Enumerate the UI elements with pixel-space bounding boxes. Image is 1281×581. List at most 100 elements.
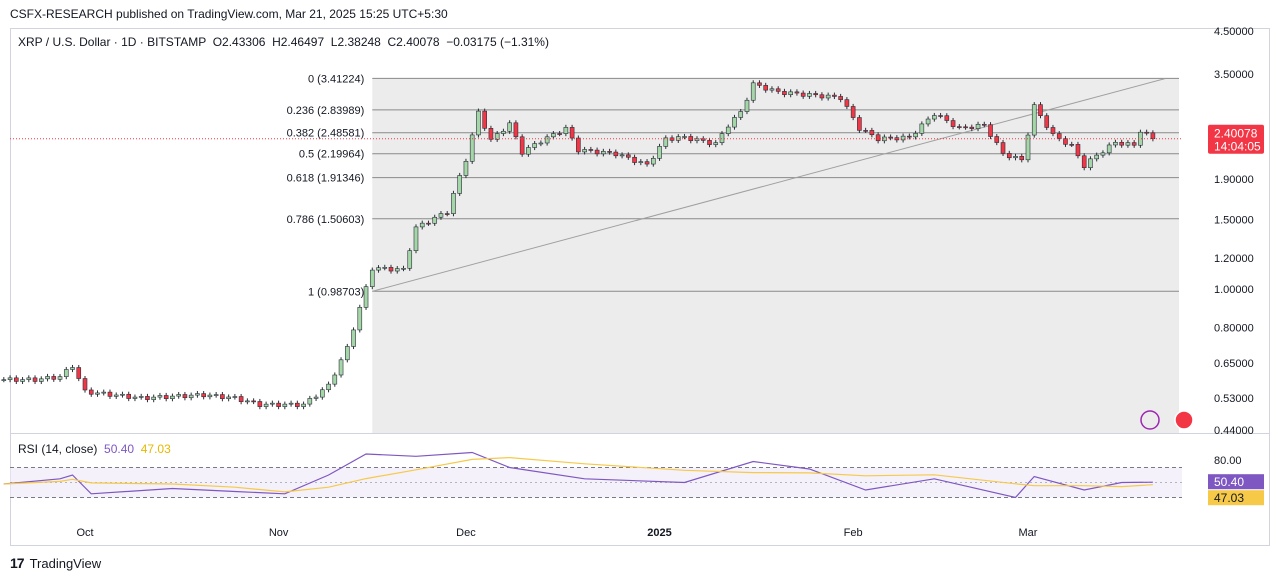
price-axis-tick: 1.20000 xyxy=(1214,253,1254,265)
rsi-legend-value: 50.40 xyxy=(104,442,135,456)
candle-up xyxy=(1031,104,1037,136)
candle-down xyxy=(707,140,712,145)
candle-up xyxy=(157,395,163,398)
candle-down xyxy=(782,91,787,95)
candle-down xyxy=(950,120,956,127)
candle-up xyxy=(113,394,119,397)
candle-up xyxy=(469,134,475,162)
candle-up xyxy=(925,118,931,125)
candle-down xyxy=(969,126,975,129)
candle-up xyxy=(419,222,425,228)
candle-up xyxy=(332,374,338,385)
candle-up xyxy=(407,250,413,269)
candle-down xyxy=(145,396,150,400)
candle-up xyxy=(38,378,44,382)
last-price-tag xyxy=(1208,124,1264,154)
candle-down xyxy=(794,91,800,94)
candle-up xyxy=(526,147,531,155)
candle-down xyxy=(988,124,993,137)
candle-up xyxy=(451,193,456,214)
candle-up xyxy=(369,269,375,287)
candle-up xyxy=(532,143,537,148)
candle-down xyxy=(1006,153,1012,159)
candle-up xyxy=(313,396,319,399)
candle-up xyxy=(301,403,306,407)
candle-down xyxy=(295,402,300,407)
candle-up xyxy=(282,403,288,407)
candle-down xyxy=(1069,144,1075,146)
candle-up xyxy=(919,123,925,134)
price-countdown: 14:04:05 xyxy=(1214,140,1261,154)
candle-down xyxy=(613,151,619,157)
candle-up xyxy=(344,346,350,361)
candle-down xyxy=(863,130,868,132)
candle-up xyxy=(744,99,750,112)
candle-down xyxy=(981,123,987,126)
candle-down xyxy=(594,149,600,155)
candle-up xyxy=(538,142,544,145)
candle-down xyxy=(14,377,19,382)
candle-down xyxy=(763,85,769,91)
candle-up xyxy=(288,402,294,405)
candle-down xyxy=(576,137,581,153)
candle-down xyxy=(519,136,525,155)
time-axis-tick: Nov xyxy=(269,527,289,539)
candle-up xyxy=(619,154,625,157)
flag-icon[interactable] xyxy=(1174,410,1194,430)
candle-up xyxy=(1100,152,1106,156)
time-axis-tick: Feb xyxy=(844,527,863,539)
candle-up xyxy=(563,127,569,134)
candle-up xyxy=(70,367,75,370)
candle-down xyxy=(482,110,487,129)
candle-down xyxy=(844,99,850,107)
candle-up xyxy=(638,161,644,163)
footer: 17 TradingView xyxy=(10,555,101,571)
candle-down xyxy=(832,94,837,97)
candle-down xyxy=(1150,132,1156,140)
candle-down xyxy=(76,367,82,379)
candle-up xyxy=(657,146,662,159)
sparkle-icon[interactable] xyxy=(1140,410,1160,430)
candle-down xyxy=(201,393,206,398)
fibonacci-level-label: 1 (0.98703) xyxy=(308,286,364,298)
candle-down xyxy=(444,213,450,215)
candle-down xyxy=(1019,156,1025,161)
candle-up xyxy=(195,393,200,396)
candle-down xyxy=(957,126,962,128)
candle-up xyxy=(582,149,587,153)
candle-up xyxy=(825,94,831,99)
last-price-value: 2.40078 xyxy=(1214,127,1258,141)
price-axis-tick: 0.65000 xyxy=(1214,358,1254,370)
candle-up xyxy=(476,110,481,136)
price-axis-tick: 0.80000 xyxy=(1214,322,1254,334)
candle-down xyxy=(607,151,612,153)
fibonacci-level-label: 0.786 (1.50603) xyxy=(287,214,365,226)
candle-up xyxy=(682,136,687,138)
candle-down xyxy=(1038,104,1043,116)
fibonacci-level-label: 0 (3.41224) xyxy=(308,73,364,85)
candle-down xyxy=(644,161,650,165)
pane-separator[interactable] xyxy=(10,433,1270,434)
candle-up xyxy=(307,398,313,405)
candle-up xyxy=(713,142,719,145)
candle-down xyxy=(813,93,818,96)
candle-up xyxy=(725,126,731,134)
candle-up xyxy=(769,88,775,91)
price-axis-tick: 4.50000 xyxy=(1214,26,1254,38)
candle-up xyxy=(176,394,181,397)
candle-down xyxy=(107,391,113,397)
candle-down xyxy=(513,122,519,138)
candle-down xyxy=(1075,144,1081,157)
tradingview-logo-icon[interactable]: 17 xyxy=(10,555,25,571)
candle-down xyxy=(994,136,1000,143)
candle-up xyxy=(432,216,438,224)
candle-up xyxy=(351,329,356,347)
candle-down xyxy=(88,389,94,395)
candle-down xyxy=(1056,133,1062,139)
rsi-ma-tag xyxy=(1208,490,1264,506)
candle-up xyxy=(363,286,369,308)
candle-down xyxy=(688,136,694,142)
candle-down xyxy=(938,115,943,117)
candle-down xyxy=(1144,131,1149,134)
